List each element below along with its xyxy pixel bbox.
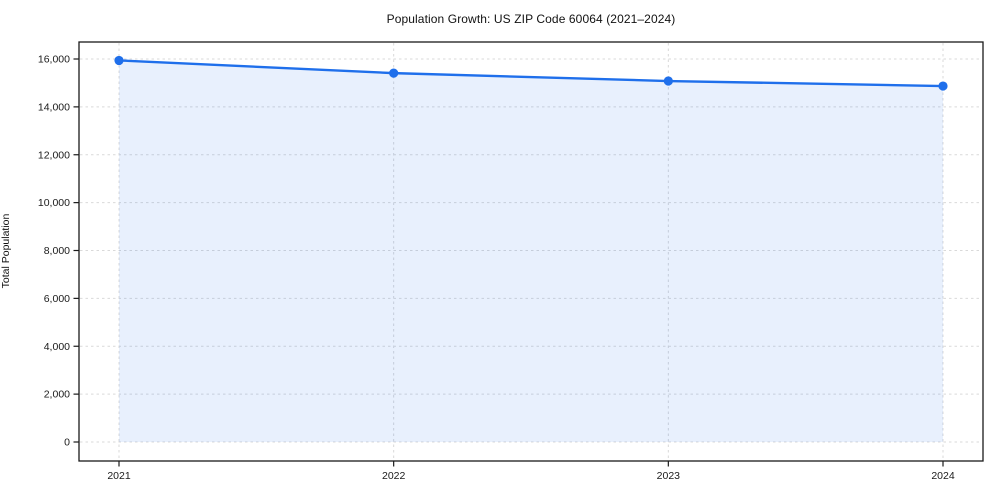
x-axis-ticks: 2021 2022 2023 2024 (107, 461, 955, 482)
y-tick-label: 12,000 (38, 149, 70, 161)
plot-frame (78, 41, 984, 462)
area-fill (119, 60, 943, 442)
y-axis-ticks: 0 2,000 4,000 6,000 8,000 10,000 12,000 14,000 1… (38, 54, 79, 449)
y-tick-label: 10,000 (38, 197, 70, 209)
y-tick-label: 6,000 (44, 293, 70, 305)
y-tick-label: 14,000 (38, 101, 70, 113)
x-tick-label: 2023 (657, 470, 681, 482)
y-tick-label: 2,000 (44, 389, 70, 401)
y-tick-label: 16,000 (38, 54, 70, 66)
chart-title: Population Growth: US ZIP Code 60064 (20… (386, 12, 676, 26)
y-tick-label: 8,000 (44, 245, 70, 257)
data-point (114, 55, 124, 66)
data-point (663, 76, 673, 86)
y-tick-label: 4,000 (44, 341, 70, 353)
data-points (114, 55, 948, 91)
gridlines (80, 43, 982, 460)
data-point (389, 68, 399, 78)
x-tick-label: 2024 (931, 470, 955, 482)
y-tick-label: 0 (64, 437, 70, 449)
data-point (938, 81, 948, 91)
x-tick-label: 2022 (382, 470, 406, 482)
series-line (117, 59, 945, 88)
x-tick-label: 2021 (107, 470, 131, 482)
